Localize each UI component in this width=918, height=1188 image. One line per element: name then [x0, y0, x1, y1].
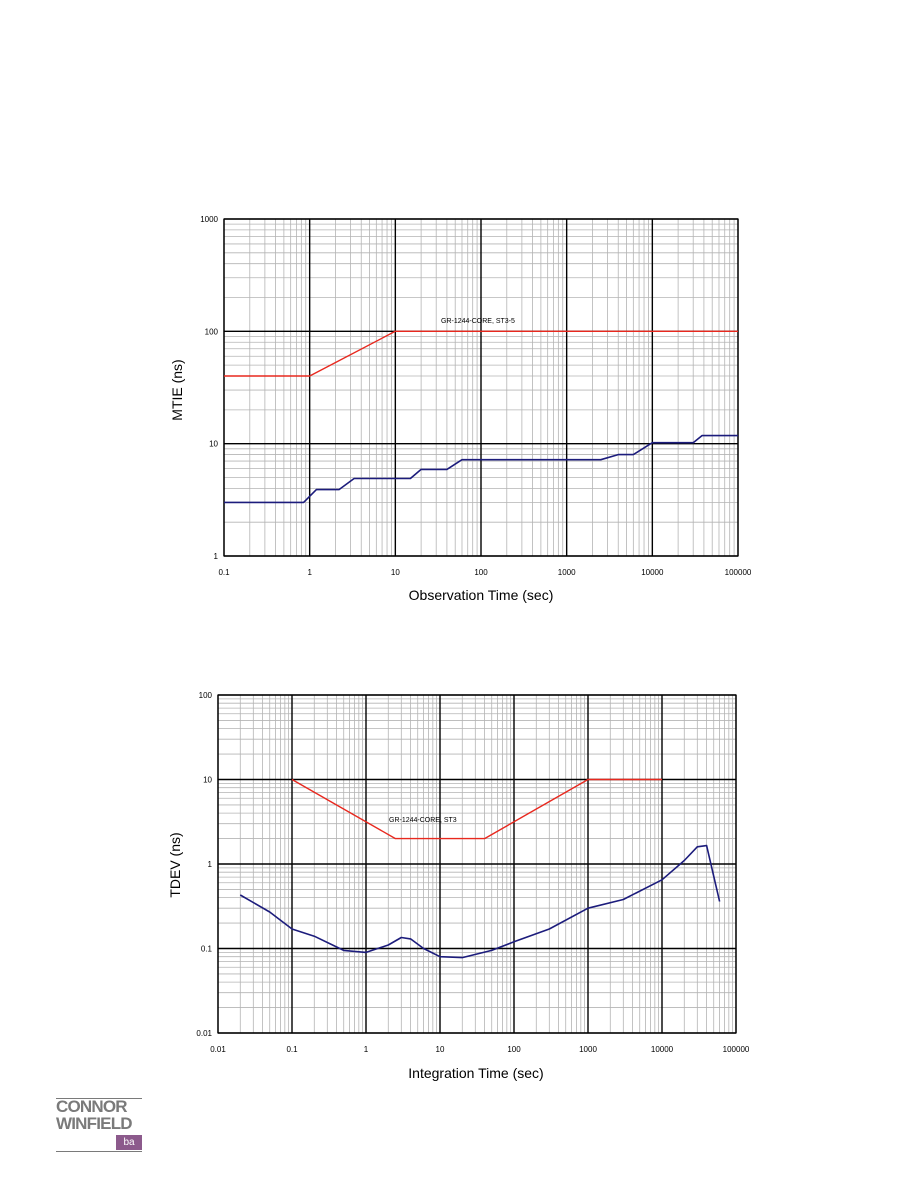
mtie-y-tick-label: 1 [214, 552, 219, 561]
company-logo: CONNOR WINFIELD ba [56, 1098, 142, 1152]
tdev-x-tick-label: 1000 [579, 1045, 597, 1054]
tdev-annotation: GR-1244-CORE, ST3 [389, 817, 457, 824]
mtie-x-tick-label: 100000 [725, 568, 752, 577]
logo-rule-top [56, 1098, 142, 1099]
mtie-chart: 0.1 1 10 100 1000 10000 100000 1 10 100 1000 GR-12… [169, 215, 752, 603]
mtie-x-tick-label: 10000 [641, 568, 664, 577]
mtie-plot-frame [223, 218, 739, 557]
tdev-y-tick-label: 0.01 [196, 1029, 212, 1038]
mtie-y-tick-label: 10 [209, 440, 218, 449]
mtie-y-tick-label: 100 [205, 327, 219, 336]
tdev-measured-line [239, 844, 721, 959]
tdev-y-tick-label: 10 [203, 776, 212, 785]
tdev-x-tick-label: 100000 [723, 1045, 750, 1054]
tdev-x-tick-label: 0.1 [286, 1045, 298, 1054]
mtie-x-tick-label: 0.1 [218, 568, 230, 577]
tdev-y-axis-label: TDEV (ns) [167, 832, 183, 897]
tdev-mask-line [291, 778, 662, 840]
mtie-x-tick-label: 10 [391, 568, 400, 577]
mtie-x-tick-label: 1 [307, 568, 312, 577]
logo-rule-bottom [56, 1151, 142, 1152]
mtie-annotation: GR-1244-CORE, ST3-5 [441, 318, 515, 325]
tdev-x-tick-label: 10 [436, 1045, 445, 1054]
mtie-y-tick-label: 1000 [200, 215, 218, 224]
tdev-x-tick-label: 0.01 [210, 1045, 226, 1054]
tdev-x-tick-label: 10000 [651, 1045, 674, 1054]
mtie-x-axis-label: Observation Time (sec) [409, 587, 554, 603]
mtie-measured-line [224, 434, 738, 504]
tdev-y-tick-label: 1 [208, 860, 213, 869]
tdev-plot-frame [217, 694, 737, 1034]
mtie-grid [223, 218, 739, 557]
tdev-x-axis-label: Integration Time (sec) [408, 1065, 543, 1081]
logo-badge: ba [116, 1135, 142, 1150]
logo-line-1: CONNOR [56, 1097, 128, 1116]
mtie-x-tick-label: 100 [474, 568, 488, 577]
mtie-x-tick-label: 1000 [558, 568, 576, 577]
tdev-grid [217, 694, 737, 1034]
tdev-x-tick-label: 1 [364, 1045, 369, 1054]
tdev-x-tick-label: 100 [507, 1045, 521, 1054]
logo-line-2: WINFIELD [56, 1114, 133, 1133]
mtie-mask-line [224, 330, 738, 377]
mtie-series [224, 330, 738, 504]
tdev-series [239, 778, 721, 959]
mtie-y-axis-label: MTIE (ns) [169, 359, 185, 420]
mtie-tick-labels: 0.1 1 10 100 1000 10000 100000 1 10 100 1000 [200, 215, 752, 577]
tdev-tick-labels: 0.01 0.1 1 10 100 1000 10000 100000 0.01 0.1 1 10 10… [196, 691, 749, 1054]
tdev-y-tick-label: 100 [199, 691, 213, 700]
tdev-y-tick-label: 0.1 [201, 945, 213, 954]
